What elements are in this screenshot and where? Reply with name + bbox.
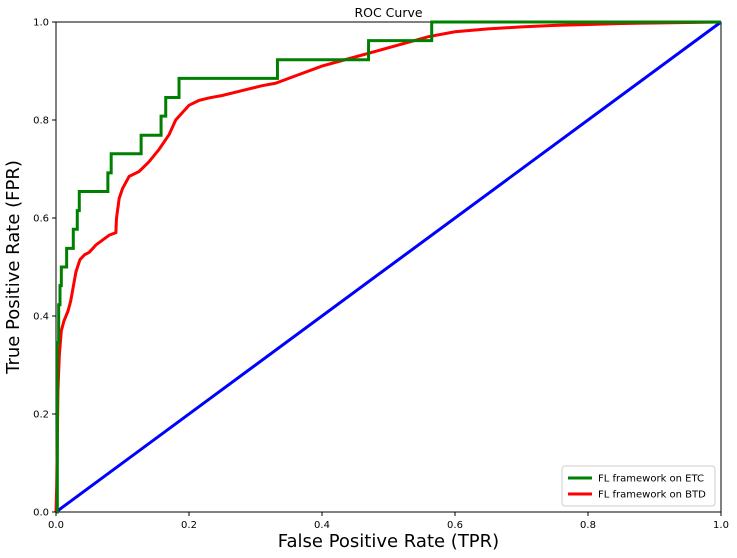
- y-axis-label: True Positive Rate (FPR): [3, 160, 24, 375]
- legend: FL framework on ETC FL framework on BTD: [561, 465, 716, 507]
- legend-label: FL framework on ETC: [598, 474, 704, 485]
- plot-area: [54, 20, 722, 514]
- x-tick-label: 0.4: [314, 520, 330, 531]
- y-tick-label: 0.4: [33, 312, 49, 323]
- y-tick-label: 0.8: [33, 116, 49, 127]
- x-axis-label: False Positive Rate (TPR): [278, 531, 499, 552]
- series-line-btd: [54, 20, 722, 513]
- plot-frame: [55, 21, 722, 513]
- x-tick-label: 0.8: [580, 520, 596, 531]
- y-axis: 0.0 0.2 0.4 0.6 0.8 1.0: [33, 18, 56, 519]
- series-line-etc: [55, 20, 721, 514]
- x-tick-label: 0.0: [48, 520, 64, 531]
- y-tick-label: 1.0: [33, 18, 49, 29]
- x-tick-label: 0.6: [447, 520, 463, 531]
- y-tick-label: 0.0: [33, 508, 49, 519]
- legend-box: [561, 465, 716, 507]
- y-tick-label: 0.2: [33, 410, 49, 421]
- y-tick-label: 0.6: [33, 214, 49, 225]
- chart-title: ROC Curve: [354, 5, 422, 20]
- series-line-diagonal: [55, 20, 722, 514]
- legend-label: FL framework on BTD: [598, 490, 706, 501]
- x-tick-label: 1.0: [713, 520, 729, 531]
- x-axis: 0.0 0.2 0.4 0.6 0.8 1.0: [48, 512, 729, 531]
- x-tick-label: 0.2: [181, 520, 197, 531]
- series-layer: [54, 20, 722, 514]
